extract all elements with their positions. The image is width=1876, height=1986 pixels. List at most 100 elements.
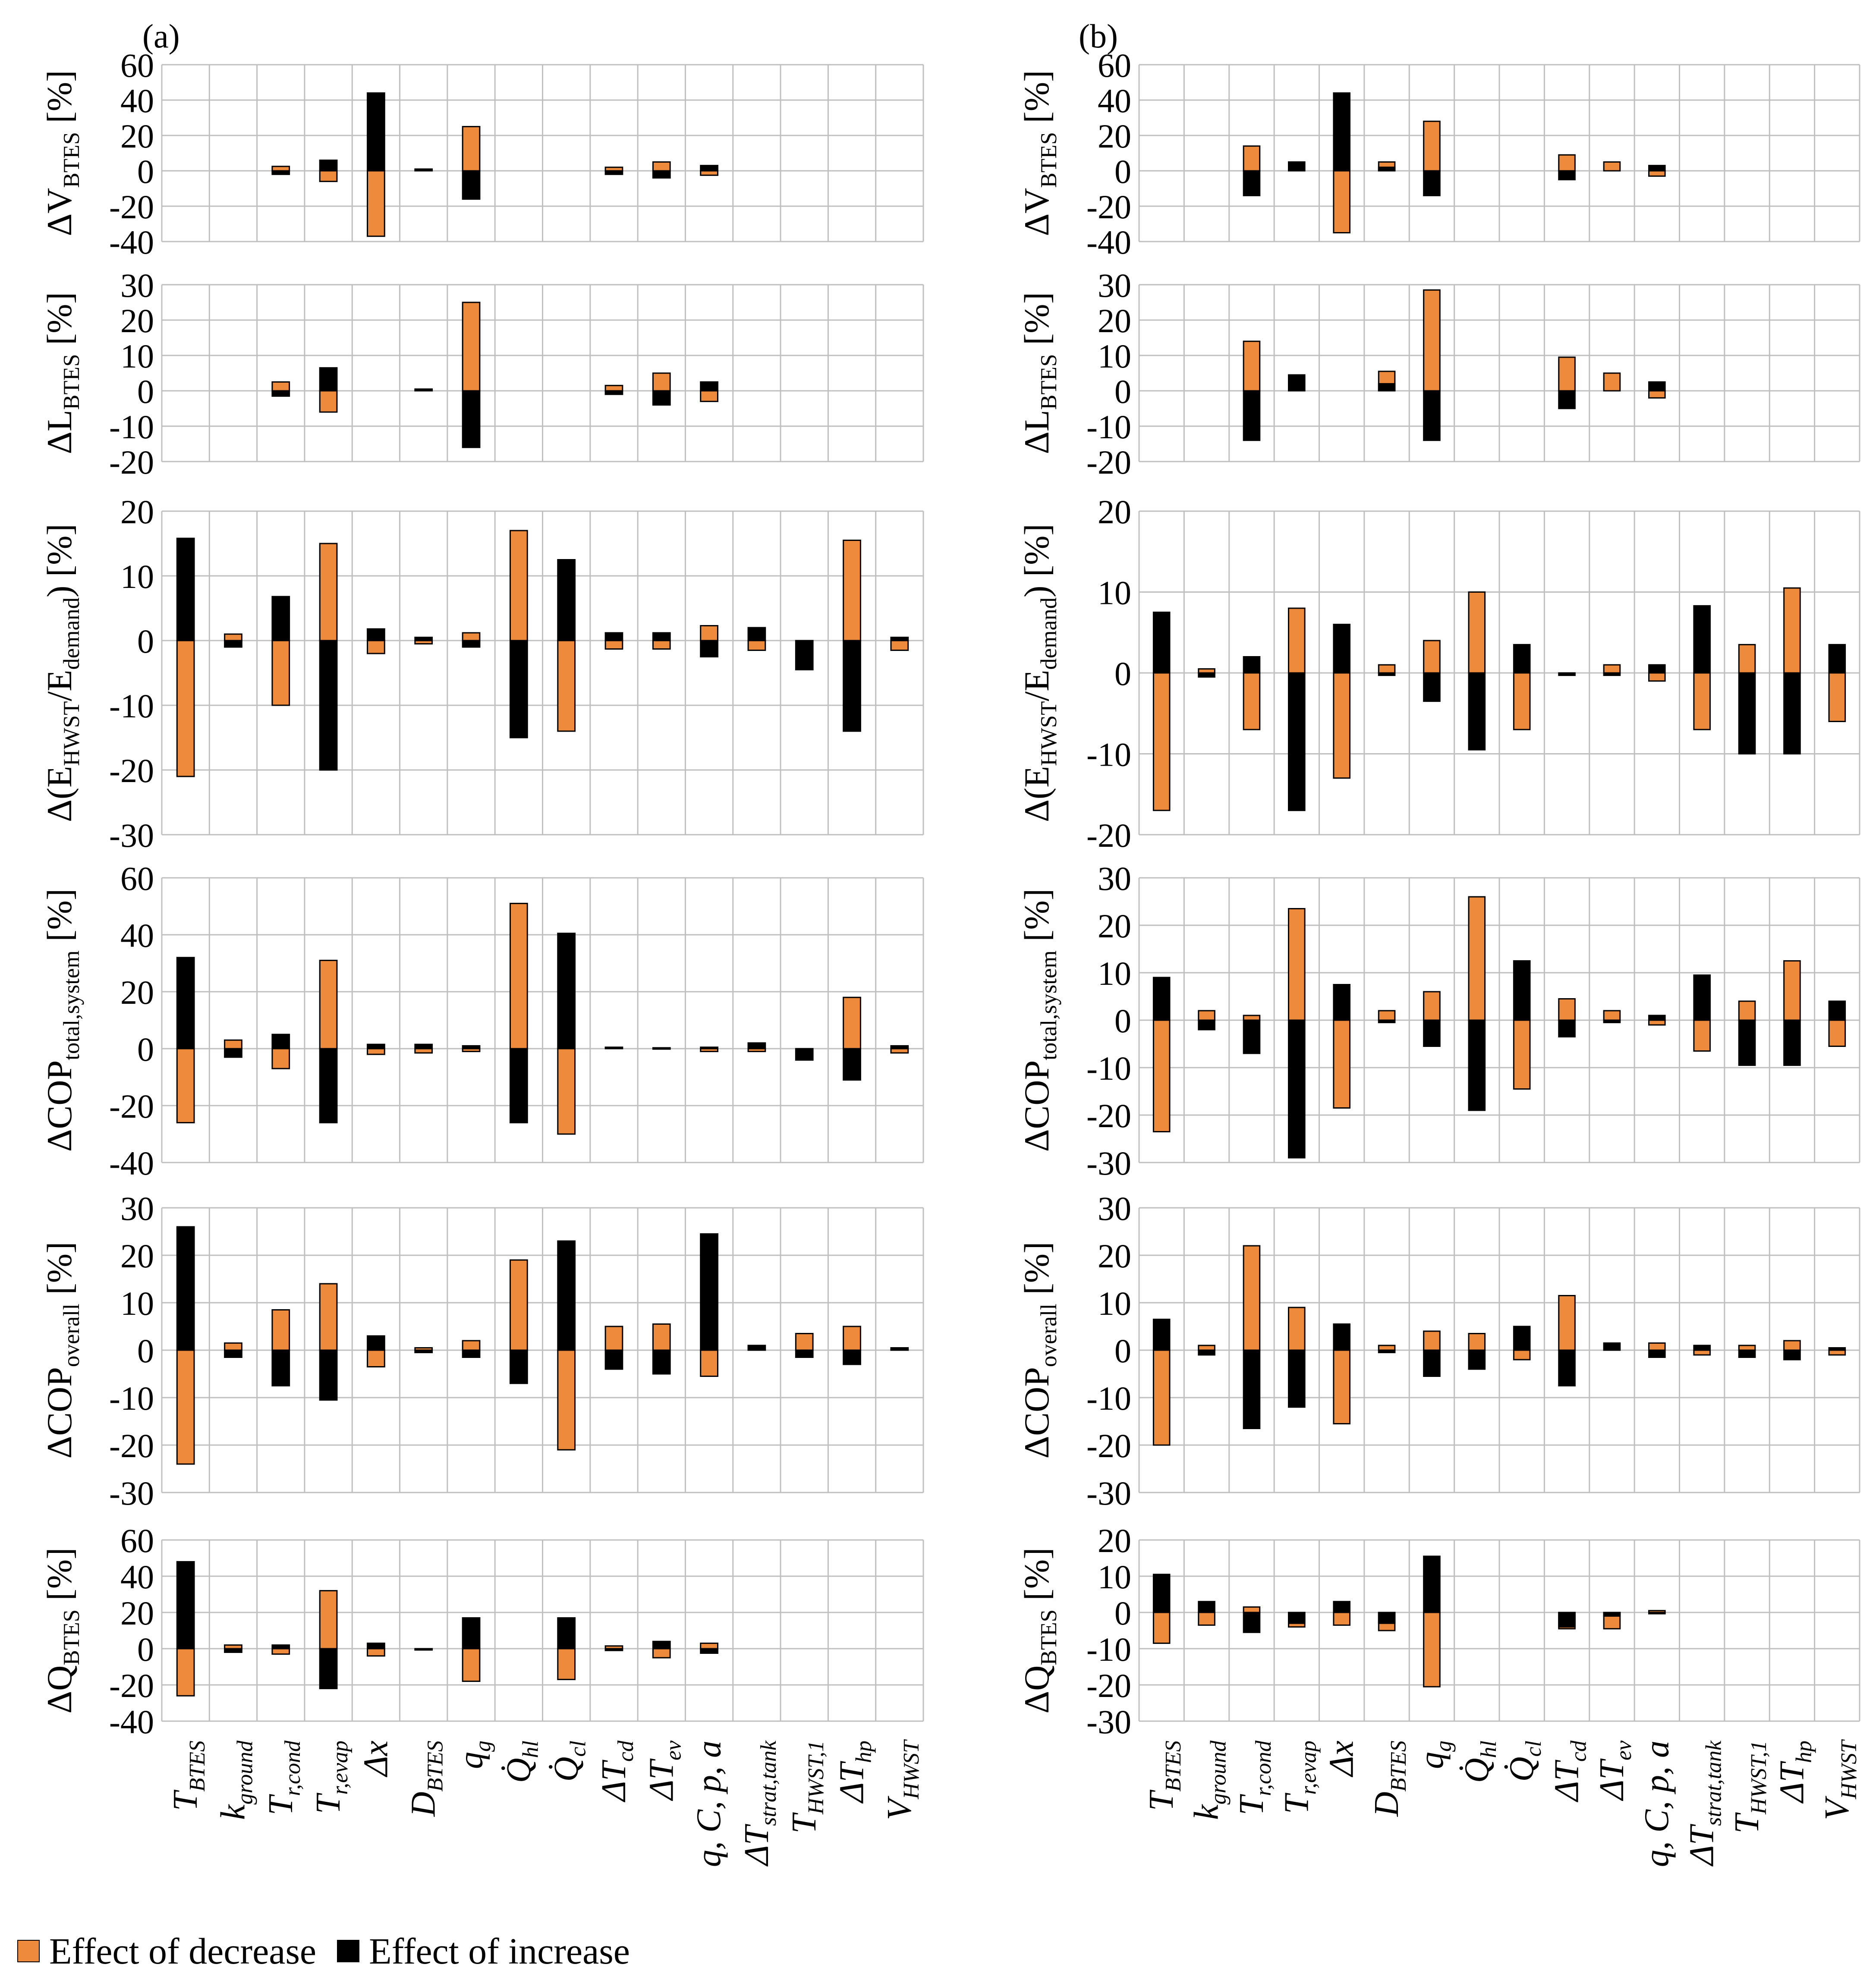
bar-increase-v_hwst: [890, 1045, 909, 1050]
bar-decrease-q_g: [462, 126, 481, 172]
bar-increase-t_hwst-1: [795, 640, 814, 670]
bar-increase-t_ev: [652, 170, 671, 179]
x-tick-label-t_r-evap: Tr,evap: [1278, 1741, 1321, 1814]
bar-increase-x: [1333, 1601, 1350, 1613]
x-tick-label-x: Δx: [357, 1741, 395, 1777]
bar-decrease-t_strat-tank: [747, 640, 766, 651]
bar-increase-d_btes: [414, 388, 433, 392]
y-tick-label: 60: [120, 860, 154, 897]
y-tick-label: -30: [109, 817, 154, 854]
bar-increase-x: [367, 1043, 385, 1050]
bar-increase-d_btes: [1378, 1019, 1396, 1023]
bar-increase-t_r-cond: [271, 596, 290, 641]
bar-increase-q-_cl: [1513, 644, 1531, 674]
y-tick-label: -10: [1086, 1631, 1131, 1668]
bar-increase-q-c-p-a: [1648, 381, 1666, 392]
bar-increase-t_cd: [1558, 390, 1576, 409]
bar-decrease-t_btes: [176, 1048, 195, 1124]
bar-increase-q_g: [462, 390, 481, 448]
bar-decrease-t_strat-tank: [1693, 1349, 1711, 1356]
y-tick-label: -20: [109, 1087, 154, 1125]
bar-increase-t_r-evap: [319, 1648, 338, 1689]
bar-decrease-t_btes: [1152, 1349, 1171, 1446]
y-axis-label: ΔVBTES [%]: [40, 70, 84, 236]
bar-increase-d_btes: [1378, 383, 1396, 392]
bar-decrease-x: [1333, 1612, 1350, 1626]
bar-increase-q-_hl: [509, 640, 528, 738]
x-tick-label-k_ground: kground: [1188, 1740, 1231, 1820]
bar-increase-q-_cl: [557, 1617, 576, 1650]
bar-increase-t_cd: [1558, 1612, 1576, 1628]
bar-decrease-x: [1333, 1019, 1350, 1109]
y-tick-label: -20: [1086, 1427, 1131, 1464]
bar-increase-v_hwst: [1828, 1347, 1846, 1351]
bar-decrease-q-_hl: [509, 530, 528, 641]
bar-increase-d_btes: [1378, 167, 1396, 172]
bar-increase-k_ground: [224, 1048, 242, 1058]
bar-decrease-t_hp: [1783, 1340, 1801, 1351]
bar-increase-t_hp: [1783, 672, 1801, 754]
x-tick-label-t_btes: TBTES: [1143, 1741, 1186, 1811]
bar-decrease-q-c-p-a: [1648, 672, 1666, 682]
y-tick-label: -40: [109, 1703, 154, 1741]
bar-decrease-q-c-p-a: [1648, 390, 1666, 399]
bar-increase-t_btes: [1152, 1574, 1171, 1613]
bar-increase-x: [367, 92, 385, 172]
bar-decrease-q-_cl: [557, 1048, 576, 1135]
bar-increase-x: [1333, 1323, 1350, 1351]
x-tick-label-t_hwst-1: THWST,1: [1728, 1741, 1771, 1833]
bar-decrease-q_g: [462, 1648, 481, 1682]
bar-decrease-t_strat-tank: [1693, 1019, 1711, 1052]
bar-decrease-t_r-evap: [1288, 908, 1306, 1021]
bar-increase-t_ev: [652, 390, 671, 406]
bar-decrease-k_ground: [224, 633, 242, 641]
bar-increase-q-c-p-a: [1648, 664, 1666, 674]
bar-increase-t_r-cond: [1243, 1019, 1261, 1054]
bar-increase-t_ev: [652, 632, 671, 641]
y-tick-label: -10: [109, 1380, 154, 1417]
bar-decrease-t_btes: [1152, 672, 1171, 811]
bar-increase-t_hp: [843, 640, 861, 732]
legend-swatch-decrease: [17, 1940, 40, 1962]
x-tick-label-v_hwst: VHWST: [1818, 1739, 1861, 1820]
x-tick-label-t_strat-tank: ΔTstrat,tank: [1683, 1740, 1726, 1867]
bar-decrease-t_r-cond: [271, 640, 290, 706]
y-tick-label: 20: [120, 117, 154, 155]
x-tick-label-t_btes: TBTES: [167, 1741, 210, 1811]
bar-increase-t_r-cond: [271, 1644, 290, 1650]
y-tick-label: 10: [1098, 1285, 1131, 1322]
bar-increase-t_r-cond: [1243, 656, 1261, 674]
bar-decrease-t_ev: [652, 161, 671, 172]
y-tick-label: 20: [1098, 1522, 1131, 1559]
bar-decrease-t_r-evap: [319, 390, 338, 413]
x-tick-label-t_ev: ΔTev: [642, 1740, 686, 1801]
bar-decrease-q_g: [462, 1340, 481, 1351]
y-tick-label: 0: [137, 1031, 154, 1068]
bar-decrease-q-_hl: [1468, 1333, 1486, 1351]
bar-decrease-q-c-p-a: [700, 390, 718, 402]
bar-decrease-t_r-cond: [271, 166, 290, 172]
y-tick-label: -20: [109, 1427, 154, 1464]
bar-increase-k_ground: [1198, 1601, 1215, 1613]
bar-increase-t_btes: [176, 1226, 195, 1351]
bar-decrease-q-_hl: [1468, 591, 1486, 674]
bar-decrease-t_cd: [1558, 154, 1576, 172]
bar-decrease-x: [367, 1648, 385, 1657]
bar-increase-q_g: [1423, 170, 1441, 196]
y-tick-label: 30: [1098, 267, 1131, 304]
y-tick-label: 10: [120, 1285, 154, 1322]
bar-decrease-t_ev: [1603, 664, 1621, 674]
bar-decrease-t_hp: [843, 1326, 861, 1351]
y-tick-label: 10: [1098, 955, 1131, 992]
y-tick-label: -20: [1086, 1667, 1131, 1704]
y-tick-label: 60: [1098, 47, 1131, 84]
bar-increase-v_hwst: [1828, 1000, 1846, 1021]
bar-decrease-t_r-evap: [319, 1590, 338, 1650]
bar-decrease-v_hwst: [1828, 1349, 1846, 1356]
